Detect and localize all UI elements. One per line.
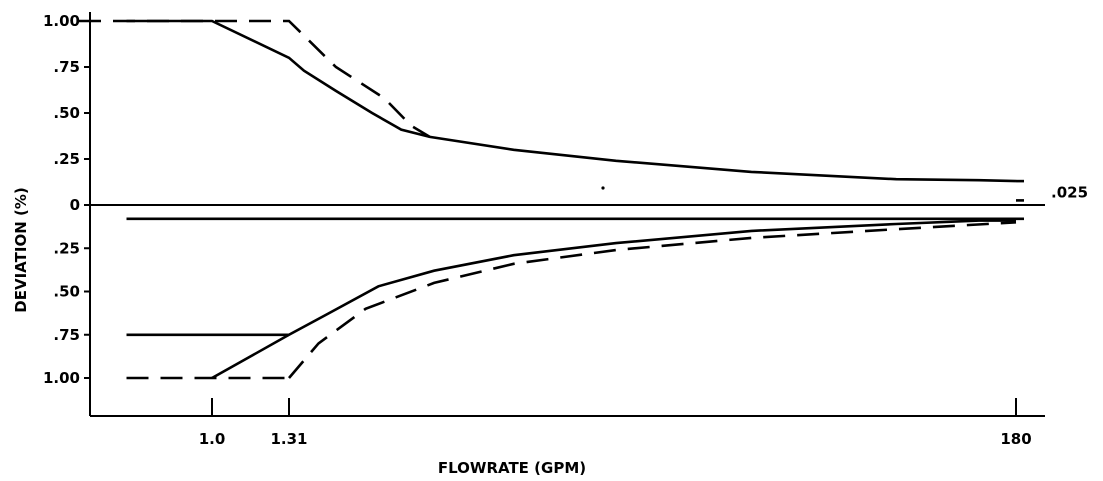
y-tick-label: .75 [53,58,80,76]
y-tick-label: .75 [53,326,80,344]
y-tick-label: 1.00 [43,12,80,30]
x-tick-label: 1.31 [270,430,307,448]
axes [84,12,1045,417]
y-tick-label: .50 [53,104,80,122]
series-line-dashed [288,221,1017,379]
speck-mark [601,186,605,190]
series-line-dashed [79,19,431,139]
x-tick-label: 180 [1000,430,1031,448]
x-tick-label: 1.0 [199,430,226,448]
series-line-solid [126,19,1017,183]
labels-layer: 1.00 .75 .50 .25 0 .25 .50 .75 1.00 1.0 1.31 180 .02… [12,12,1088,477]
series-layer [79,19,1024,380]
annotation-label: .025 [1051,183,1088,201]
y-tick-label: .25 [53,150,80,168]
y-tick-label: .25 [53,239,80,257]
y-tick-label: .50 [53,283,80,301]
x-axis-label: FLOWRATE (GPM) [438,459,586,477]
series-line-solid [211,219,1016,380]
y-tick-label: 1.00 [43,369,80,387]
y-tick-label: 0 [70,196,80,214]
y-axis-label: DEVIATION (%) [12,187,30,312]
